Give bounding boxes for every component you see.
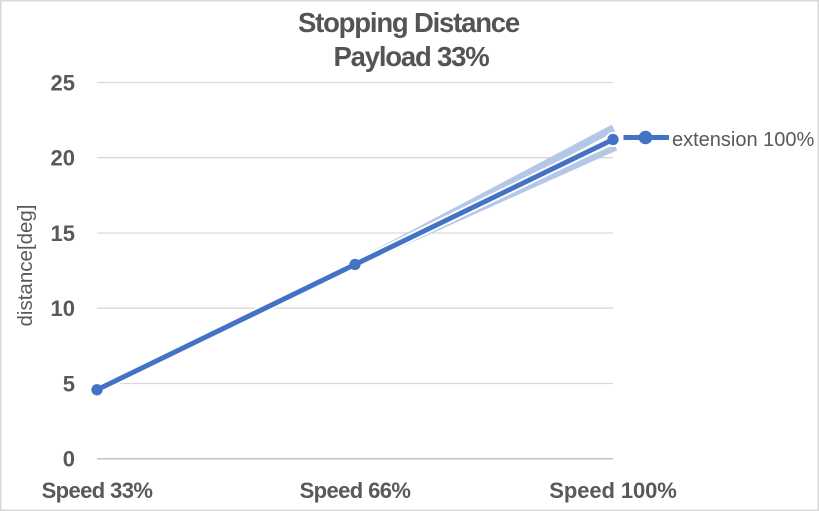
- svg-text:5: 5: [63, 372, 75, 397]
- svg-text:0: 0: [63, 447, 75, 472]
- svg-text:distance[deg]: distance[deg]: [14, 205, 37, 327]
- svg-text:15: 15: [51, 221, 75, 246]
- svg-text:Payload 33%: Payload 33%: [334, 41, 490, 72]
- svg-text:25: 25: [51, 71, 75, 96]
- svg-text:extension 100%: extension 100%: [672, 129, 815, 151]
- svg-text:Stopping Distance: Stopping Distance: [298, 7, 520, 38]
- svg-text:Speed 100%: Speed 100%: [549, 478, 676, 503]
- svg-text:Speed 66%: Speed 66%: [300, 478, 411, 503]
- svg-text:20: 20: [51, 146, 75, 171]
- svg-text:Speed 33%: Speed 33%: [42, 478, 153, 503]
- svg-text:10: 10: [51, 296, 75, 321]
